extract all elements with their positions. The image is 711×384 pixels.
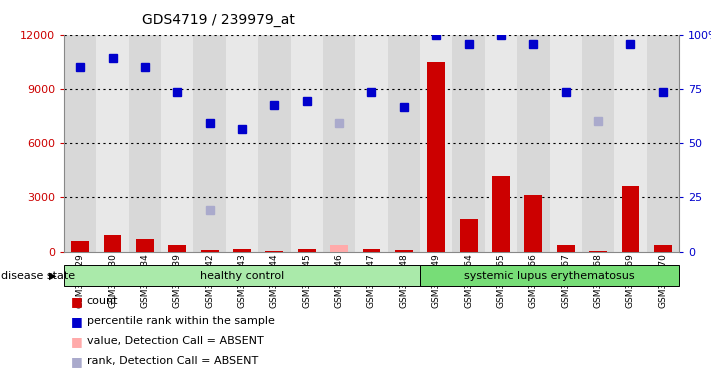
Bar [452, 35, 485, 252]
Bar [97, 35, 129, 252]
Bar [387, 35, 420, 252]
Bar [201, 250, 218, 252]
Text: percentile rank within the sample: percentile rank within the sample [87, 316, 274, 326]
Text: ■: ■ [71, 355, 83, 368]
Text: systemic lupus erythematosus: systemic lupus erythematosus [464, 270, 635, 281]
Bar [427, 62, 445, 252]
Bar [420, 265, 679, 286]
Bar [169, 245, 186, 252]
Bar [420, 35, 452, 252]
Bar [161, 35, 193, 252]
Bar [64, 265, 420, 286]
Bar [550, 35, 582, 252]
Text: ■: ■ [71, 335, 83, 348]
Bar [614, 35, 646, 252]
Bar [646, 35, 679, 252]
Bar [226, 35, 258, 252]
Bar [71, 241, 89, 252]
Bar [356, 35, 387, 252]
Text: GDS4719 / 239979_at: GDS4719 / 239979_at [142, 13, 295, 27]
Bar [621, 187, 639, 252]
Text: ■: ■ [71, 295, 83, 308]
Bar [525, 195, 542, 252]
Bar [136, 239, 154, 252]
Bar [517, 35, 550, 252]
Bar [492, 175, 510, 252]
Text: disease state: disease state [1, 270, 75, 281]
Bar [589, 251, 607, 252]
Bar [485, 35, 517, 252]
Bar [298, 249, 316, 252]
Bar [291, 35, 323, 252]
Text: ▶: ▶ [49, 270, 56, 281]
Bar [582, 35, 614, 252]
Bar [233, 249, 251, 252]
Text: ■: ■ [71, 315, 83, 328]
Bar [265, 251, 283, 252]
Bar [363, 249, 380, 252]
Bar [129, 35, 161, 252]
Bar [104, 235, 122, 252]
Text: count: count [87, 296, 118, 306]
Bar [193, 35, 226, 252]
Text: healthy control: healthy control [200, 270, 284, 281]
Bar [330, 250, 348, 252]
Bar [460, 219, 478, 252]
Text: rank, Detection Call = ABSENT: rank, Detection Call = ABSENT [87, 356, 258, 366]
Bar [557, 245, 574, 252]
Bar [395, 250, 413, 252]
Bar [64, 35, 97, 252]
Text: value, Detection Call = ABSENT: value, Detection Call = ABSENT [87, 336, 264, 346]
Bar [654, 245, 672, 252]
Bar [323, 35, 356, 252]
Bar [258, 35, 291, 252]
Bar [330, 245, 348, 252]
